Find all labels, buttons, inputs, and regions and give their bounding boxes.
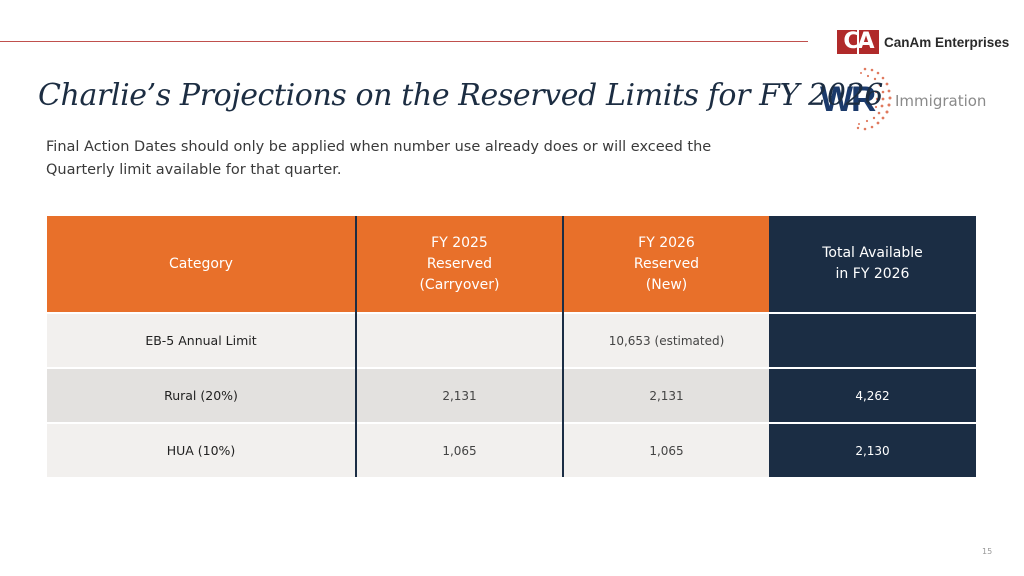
wr-immigration-logo: WR Immigration	[815, 66, 995, 136]
header-fy2026-reserved: FY 2026 Reserved (New)	[562, 216, 769, 313]
header-line: (Carryover)	[419, 276, 500, 293]
cell-fy2026: 1,065	[562, 423, 769, 477]
header-line: Reserved	[633, 255, 700, 272]
page-number: 15	[982, 547, 993, 556]
cell-category: Rural (20%)	[47, 368, 356, 423]
cell-total: 2,130	[769, 423, 976, 477]
header-line: Category	[169, 255, 233, 272]
top-divider-line	[0, 41, 808, 42]
cell-category: HUA (10%)	[47, 423, 356, 477]
table-header-row: Category FY 2025 Reserved (Carryover) FY…	[47, 216, 976, 313]
table-row: Rural (20%) 2,131 2,131 4,262	[47, 368, 976, 423]
cell-fy2026: 2,131	[562, 368, 769, 423]
header-line: (New)	[645, 276, 688, 293]
slide-title: Charlie’s Projections on the Reserved Li…	[38, 78, 883, 113]
table-row: HUA (10%) 1,065 1,065 2,130	[47, 423, 976, 477]
reserved-limits-table: Category FY 2025 Reserved (Carryover) FY…	[47, 216, 976, 477]
cell-total	[769, 313, 976, 368]
slide-subtitle: Final Action Dates should only be applie…	[46, 139, 712, 178]
canam-logo: CA CanAm Enterprises	[837, 30, 1009, 54]
cell-total: 4,262	[769, 368, 976, 423]
header-category: Category	[47, 216, 356, 313]
cell-category: EB-5 Annual Limit	[47, 313, 356, 368]
header-line: FY 2025	[431, 234, 488, 251]
cell-fy2025: 1,065	[355, 423, 563, 477]
canam-logo-mark: CA	[837, 30, 879, 54]
header-line: Total Available	[822, 245, 923, 261]
wr-logo-name: Immigration	[895, 92, 987, 110]
cell-fy2025	[355, 313, 563, 368]
header-line: Reserved	[426, 255, 493, 272]
table-row: EB-5 Annual Limit 10,653 (estimated)	[47, 313, 976, 368]
header-total-available: Total Available in FY 2026	[769, 216, 976, 313]
header-line: FY 2026	[638, 234, 695, 251]
cell-fy2025: 2,131	[355, 368, 563, 423]
wr-logo-dots-icon	[856, 67, 892, 131]
cell-fy2026: 10,653 (estimated)	[562, 313, 769, 368]
header-line: in FY 2026	[835, 266, 910, 282]
canam-logo-name: CanAm Enterprises	[884, 34, 1010, 50]
header-fy2025-reserved: FY 2025 Reserved (Carryover)	[355, 216, 563, 313]
wr-logo-letters: WR	[820, 80, 876, 119]
